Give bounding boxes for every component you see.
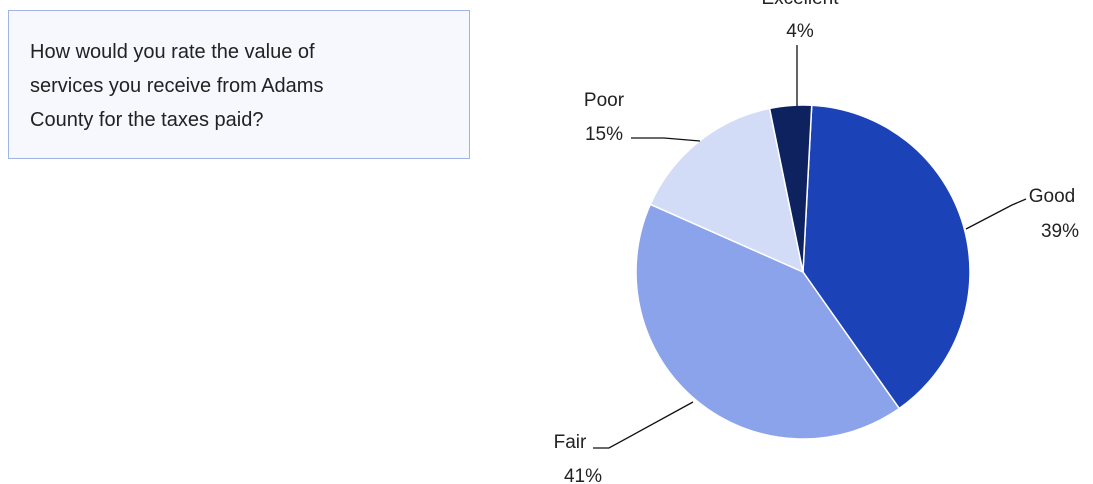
question-box: How would you rate the value of services… (8, 10, 470, 159)
question-line: County for the taxes paid? (30, 109, 264, 131)
pie-slice (649, 107, 805, 274)
slice-label: Fair (554, 432, 587, 453)
slice-value-label: 15% (585, 124, 623, 145)
question-line: services you receive from Adams (30, 75, 324, 97)
leader-line (965, 198, 1027, 230)
pie-slice (635, 203, 901, 440)
pie-slice (768, 104, 813, 273)
leader-line (593, 401, 694, 449)
slice-value-label: 4% (786, 21, 814, 42)
pie-slice (802, 104, 971, 410)
slice-label: Good (1029, 186, 1075, 207)
question-line: How would you rate the value of (30, 41, 315, 63)
leader-line (631, 137, 701, 142)
slice-label: Poor (584, 90, 625, 111)
slice-value-label: 41% (564, 466, 602, 484)
slice-label: Excellent (761, 0, 839, 9)
slice-value-label: 39% (1041, 221, 1079, 242)
